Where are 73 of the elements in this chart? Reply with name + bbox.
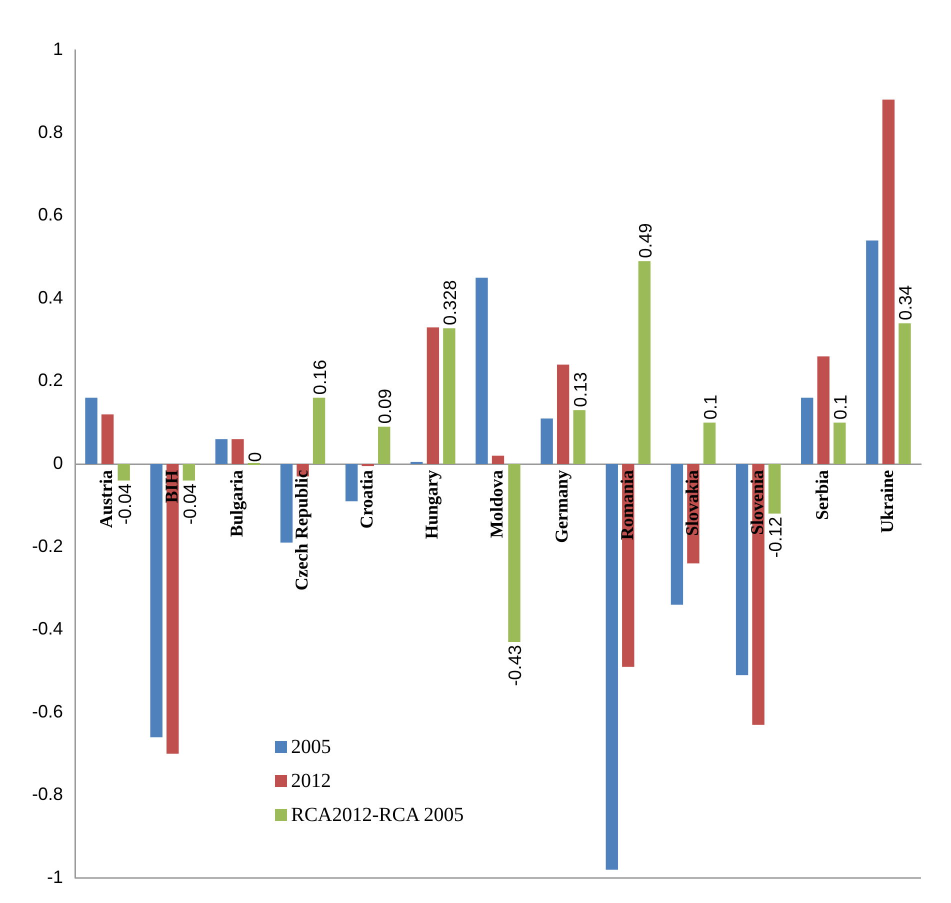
y-tick-label: 0.2 [38, 370, 64, 390]
bar [817, 356, 830, 464]
x-tick-label: Serbia [812, 470, 832, 520]
bar [898, 323, 911, 464]
bar [166, 464, 179, 754]
bar [182, 464, 195, 481]
x-tick-label: Moldova [486, 470, 507, 538]
data-label: 0.1 [700, 394, 720, 420]
y-tick-label: -0.4 [32, 618, 64, 639]
legend-label: 2005 [291, 736, 331, 758]
bar [85, 398, 98, 464]
bar [882, 100, 895, 464]
x-tick-label: Germany [552, 470, 572, 543]
bar [476, 278, 488, 464]
bar [508, 464, 520, 642]
x-tick-label: Slovenia [746, 470, 767, 536]
bar [703, 422, 716, 464]
data-label: 0.34 [896, 285, 916, 320]
x-tick-label: Romania [616, 470, 637, 540]
bar [638, 261, 651, 464]
x-tick-label: Croatia [356, 470, 377, 529]
data-label: 0.09 [375, 388, 396, 424]
x-tick-label: Slovakia [682, 470, 702, 536]
bar [443, 328, 456, 464]
x-tick-label: Czech Republic [291, 470, 312, 590]
bar [573, 410, 586, 464]
data-label: -0.43 [505, 645, 526, 686]
data-label: 0 [244, 452, 265, 462]
x-tick-label: Bulgaria [226, 470, 246, 538]
data-label: 0.328 [440, 280, 460, 326]
y-tick-label: 0.4 [38, 287, 64, 308]
bar [801, 398, 814, 464]
y-tick-label: 0.8 [38, 122, 64, 142]
bar [232, 439, 244, 464]
bar [492, 456, 504, 464]
bar [345, 464, 358, 502]
y-tick-label: -1 [47, 866, 64, 887]
data-label: -0.12 [766, 516, 786, 558]
legend-label: RCA2012-RCA 2005 [291, 804, 464, 826]
bar [556, 364, 570, 464]
data-label: 0.13 [570, 372, 590, 408]
bar [606, 464, 618, 870]
y-tick-label: -0.6 [32, 701, 64, 722]
data-label: -0.04 [114, 484, 135, 525]
data-label: 0.1 [830, 394, 851, 420]
y-tick-label: 0 [53, 452, 64, 473]
legend-label: 2012 [291, 770, 331, 792]
bar [426, 327, 440, 464]
x-tick-label: Austria [96, 470, 116, 528]
bar [378, 426, 390, 464]
bar [752, 464, 764, 725]
bar [866, 240, 878, 464]
bar [768, 464, 781, 514]
y-tick-label: 1 [53, 38, 64, 59]
data-label: 0.16 [310, 360, 330, 395]
data-label: -0.04 [180, 484, 200, 525]
y-tick-label: 0.6 [38, 204, 64, 225]
bar [312, 398, 326, 464]
bar [280, 464, 293, 543]
y-tick-label: -0.2 [32, 536, 64, 556]
bar [101, 414, 114, 464]
bar [150, 464, 162, 738]
bar [215, 439, 228, 464]
x-tick-label: BIH [161, 470, 182, 504]
x-tick-label: Hungary [422, 470, 442, 540]
bar [834, 422, 846, 464]
bar [736, 464, 748, 676]
x-tick-label: Ukraine [877, 470, 898, 533]
y-tick-label: -0.8 [32, 784, 64, 804]
data-label: 0.49 [635, 223, 656, 258]
bar [670, 464, 684, 605]
bar [118, 464, 130, 481]
bar [540, 418, 553, 464]
